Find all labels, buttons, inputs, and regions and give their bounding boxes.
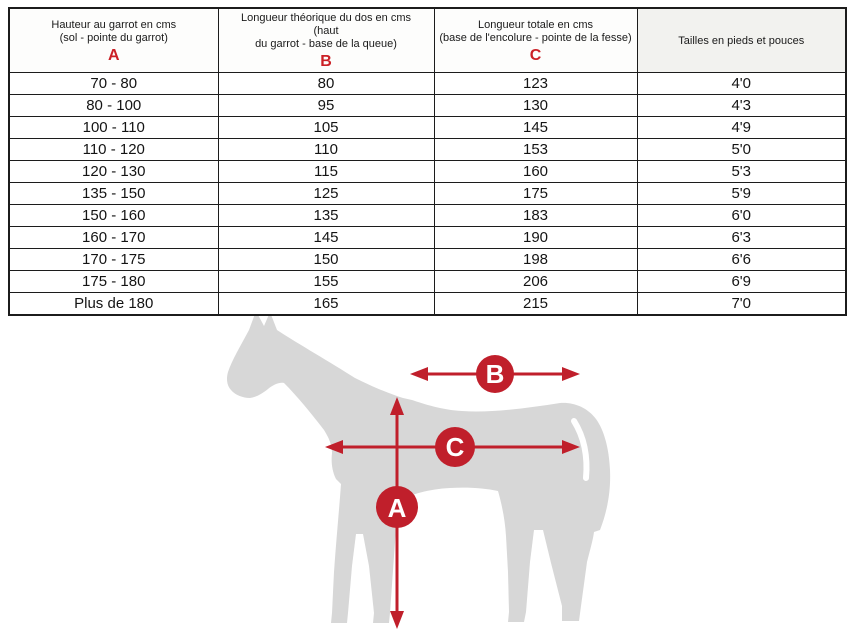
table-cell: 110 - 120	[8, 138, 219, 161]
header-title-line: (base de l'encolure - pointe de la fesse…	[439, 31, 632, 44]
table-row: Plus de 180 165 215 7'0	[8, 292, 847, 316]
table-cell: 130	[433, 94, 638, 117]
table-cell: 5'3	[636, 160, 847, 183]
column-header-b: Longueur théorique du dos en cms (haut du…	[217, 7, 435, 73]
table-cell: 135 - 150	[8, 182, 219, 205]
header-title-line: Longueur théorique du dos en cms (haut	[240, 12, 430, 37]
table-cell: 175 - 180	[8, 270, 219, 293]
table-cell: 105	[217, 116, 435, 139]
header-measure-letter: A	[107, 46, 120, 64]
arrowhead-left-icon	[325, 440, 343, 454]
table-cell: 110	[217, 138, 435, 161]
header-title-line: Tailles en pieds et pouces	[678, 34, 805, 47]
table-cell: 5'9	[636, 182, 847, 205]
badge-b-label: B	[486, 359, 505, 389]
table-cell: 160 - 170	[8, 226, 219, 249]
table-cell: 135	[217, 204, 435, 227]
header-measure-letter: C	[529, 46, 542, 64]
table-cell: 7'0	[636, 292, 847, 316]
arrowhead-up-icon	[390, 397, 404, 415]
table-cell: 70 - 80	[8, 72, 219, 95]
header-title-line: Longueur totale en cms	[478, 18, 593, 31]
table-cell: 170 - 175	[8, 248, 219, 271]
tail-separation-line	[571, 418, 590, 481]
header-measure-letter: B	[320, 53, 332, 70]
table-row: 150 - 160 135 183 6'0	[8, 204, 847, 227]
arrowhead-right-icon	[562, 367, 580, 381]
arrowhead-down-icon	[390, 611, 404, 629]
table-cell: 80	[217, 72, 435, 95]
table-cell: 183	[433, 204, 638, 227]
header-title-line: (sol - pointe du garrot)	[59, 31, 168, 44]
header-row: Hauteur au garrot en cms (sol - pointe du…	[8, 7, 847, 73]
table-cell: 4'3	[636, 94, 847, 117]
table-cell: 190	[433, 226, 638, 249]
column-header-a: Hauteur au garrot en cms (sol - pointe du…	[8, 7, 219, 73]
table-row: 120 - 130 115 160 5'3	[8, 160, 847, 183]
table-cell: 175	[433, 182, 638, 205]
table-cell: 145	[433, 116, 638, 139]
table-row: 170 - 175 150 198 6'6	[8, 248, 847, 271]
arrowhead-left-icon	[410, 367, 428, 381]
table-cell: 80 - 100	[8, 94, 219, 117]
table-cell: 6'9	[636, 270, 847, 293]
badge-a-label: A	[388, 493, 407, 523]
horse-silhouette	[227, 311, 611, 623]
badge-c-label: C	[446, 432, 465, 462]
size-chart-table: Hauteur au garrot en cms (sol - pointe du…	[8, 7, 847, 316]
column-header-c: Longueur totale en cms (base de l'encolur…	[433, 7, 638, 73]
column-header-sizes: Tailles en pieds et pouces	[636, 7, 847, 73]
measure-badge-b: B	[476, 355, 514, 393]
table-cell: 100 - 110	[8, 116, 219, 139]
table-cell: Plus de 180	[8, 292, 219, 316]
table-cell: 4'9	[636, 116, 847, 139]
table-cell: 5'0	[636, 138, 847, 161]
table-body: 70 - 80 80 123 4'0 80 - 100 95 130 4'3 100 - 110…	[8, 72, 847, 316]
header-title-line: du garrot - base de la queue)	[255, 38, 397, 50]
table-cell: 160	[433, 160, 638, 183]
table-cell: 95	[217, 94, 435, 117]
table-row: 160 - 170 145 190 6'3	[8, 226, 847, 249]
table-row: 100 - 110 105 145 4'9	[8, 116, 847, 139]
table-cell: 123	[433, 72, 638, 95]
measure-badge-c: C	[435, 427, 475, 467]
header-title-line: Hauteur au garrot en cms	[51, 18, 177, 31]
table-cell: 6'0	[636, 204, 847, 227]
table-cell: 150 - 160	[8, 204, 219, 227]
measure-badge-a: A	[376, 486, 418, 528]
table-cell: 4'0	[636, 72, 847, 95]
table-cell: 150	[217, 248, 435, 271]
table-row: 175 - 180 155 206 6'9	[8, 270, 847, 293]
table-cell: 115	[217, 160, 435, 183]
table-cell: 6'3	[636, 226, 847, 249]
table-cell: 120 - 130	[8, 160, 219, 183]
table-row: 110 - 120 110 153 5'0	[8, 138, 847, 161]
table-cell: 198	[433, 248, 638, 271]
table-row: 80 - 100 95 130 4'3	[8, 94, 847, 117]
table-row: 70 - 80 80 123 4'0	[8, 72, 847, 95]
table-row: 135 - 150 125 175 5'9	[8, 182, 847, 205]
table-cell: 155	[217, 270, 435, 293]
table-cell: 206	[433, 270, 638, 293]
table-cell: 145	[217, 226, 435, 249]
table-cell: 153	[433, 138, 638, 161]
arrowhead-right-icon	[562, 440, 580, 454]
table-cell: 165	[217, 292, 435, 316]
table-cell: 125	[217, 182, 435, 205]
table-cell: 6'6	[636, 248, 847, 271]
table-cell: 215	[433, 292, 638, 316]
